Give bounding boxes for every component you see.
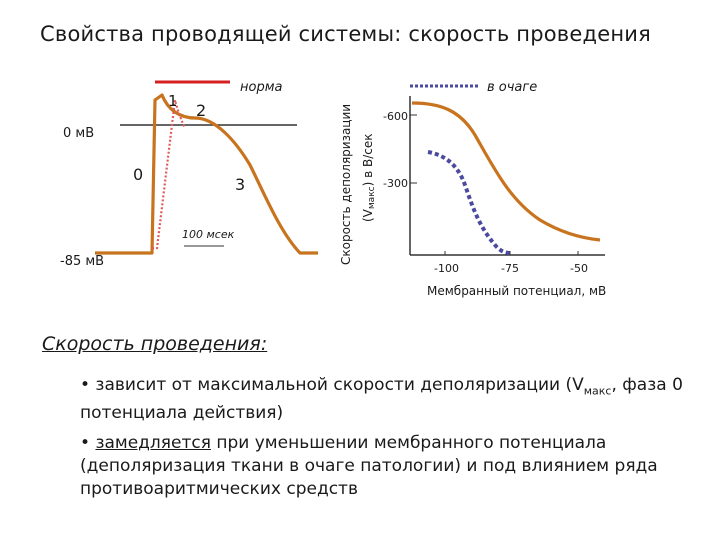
- normal-action-potential-curve: [95, 93, 318, 255]
- time-scale-label: 100 мсек: [182, 228, 235, 241]
- x-tick-label-75: -75: [501, 262, 519, 275]
- phase-0-label: 0: [133, 165, 143, 184]
- figure: норма 0 мВ -85 мВ 1 2 0 3 100 мсек в оча…: [60, 80, 606, 298]
- zero-mv-label: 0 мВ: [63, 126, 94, 141]
- minus-85-mv-label: -85 мВ: [60, 254, 104, 269]
- focus-legend-label: в очаге: [487, 80, 537, 95]
- normal-velocity-curve: [411, 101, 601, 242]
- x-tick-label-50: -50: [570, 262, 588, 275]
- focus-action-potential-curve: [152, 99, 186, 250]
- phase-3-label: 3: [235, 175, 245, 194]
- y-axis-label-line1: Скорость деполяризации: [339, 104, 353, 265]
- page-title: Свойства проводящей системы: скорость пр…: [40, 22, 651, 46]
- bullet-item-slowing: • замедляется при уменьшении мембранного…: [80, 433, 658, 499]
- x-tick-label-100: -100: [434, 262, 459, 275]
- y-tick-label-300: -300: [383, 177, 408, 190]
- x-axis-label: Мембранный потенциал, мВ: [427, 284, 606, 298]
- bullet-item-vmax: • зависит от максимальной скорости депол…: [80, 375, 683, 424]
- y-axis-label-line2: (Vмакс) в В/сек: [361, 134, 377, 222]
- normal-legend-label: норма: [240, 80, 283, 95]
- focus-velocity-curve: [427, 150, 511, 255]
- section-title: Скорость проведения:: [42, 333, 268, 355]
- phase-2-label: 2: [196, 101, 206, 120]
- y-tick-label-600: -600: [383, 110, 408, 123]
- phase-1-label: 1: [168, 92, 178, 110]
